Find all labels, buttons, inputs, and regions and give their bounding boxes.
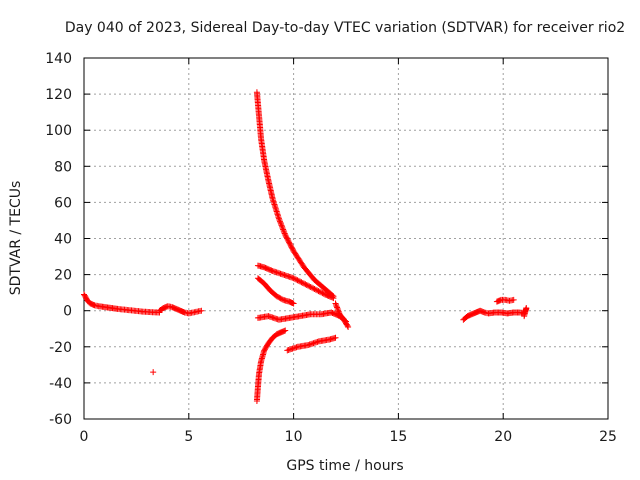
x-tick-label: 25 (599, 429, 617, 445)
data-point (333, 303, 340, 310)
data-point (198, 307, 205, 314)
data-point (318, 289, 325, 296)
y-tick-label: 20 (54, 268, 72, 284)
y-tick-label: 140 (45, 51, 72, 67)
y-tick-label: 120 (45, 87, 72, 103)
y-tick-label: -20 (49, 340, 72, 356)
data-point (276, 294, 283, 301)
data-point (510, 296, 517, 303)
data-point (310, 285, 317, 292)
data-point (279, 225, 286, 232)
data-point (282, 327, 289, 334)
data-point (332, 300, 339, 307)
data-point (275, 215, 282, 222)
data-point (302, 281, 309, 288)
y-tick-label: -40 (49, 376, 72, 392)
data-point (295, 277, 302, 284)
x-tick-label: 20 (494, 429, 512, 445)
data-point (335, 307, 342, 314)
y-tick-label: 40 (54, 232, 72, 248)
data-point (316, 288, 323, 295)
data-point (290, 275, 297, 282)
data-point (150, 369, 157, 376)
data-point (290, 300, 297, 307)
y-tick-label: 60 (54, 195, 72, 211)
data-point (344, 322, 351, 329)
data-point (319, 290, 326, 297)
y-tick-label: -60 (49, 412, 72, 428)
data-point (275, 293, 282, 300)
y-axis-label: SDTVAR / TECUs (8, 181, 24, 296)
data-point (333, 301, 340, 308)
data-point (281, 230, 288, 237)
data-point (335, 308, 342, 315)
data-point (299, 279, 306, 286)
data-point (329, 294, 336, 301)
ticks: 0 5 10 15 20 25 -60 -40 -20 0 20 40 60 80 100 120 140 (45, 51, 617, 445)
data-point (314, 287, 321, 294)
data-point (281, 229, 288, 236)
data-point (276, 218, 283, 225)
data-point (276, 216, 283, 223)
data-point (315, 288, 322, 295)
data-point (273, 293, 280, 300)
data-point (306, 283, 313, 290)
data-point (268, 267, 275, 274)
data-point (278, 222, 285, 229)
data-point (307, 284, 314, 291)
data-point (277, 295, 284, 302)
y-tick-label: 0 (63, 304, 72, 320)
data-point (280, 226, 287, 233)
chart-title: Day 040 of 2023, Sidereal Day-to-day VTE… (65, 20, 625, 36)
data-point (297, 278, 304, 285)
data-point (305, 282, 312, 289)
data-point (301, 280, 308, 287)
data-point (291, 275, 298, 282)
data-point (293, 276, 300, 283)
data-points (81, 89, 530, 404)
data-point (303, 281, 310, 288)
data-point (334, 304, 341, 311)
grid (84, 58, 608, 419)
data-point (278, 221, 285, 228)
data-point (308, 284, 315, 291)
y-tick-label: 80 (54, 159, 72, 175)
data-point (312, 286, 319, 293)
x-axis-label: GPS time / hours (286, 458, 403, 474)
x-tick-label: 15 (389, 429, 407, 445)
data-point (320, 290, 327, 297)
x-tick-label: 0 (80, 429, 89, 445)
y-tick-label: 100 (45, 123, 72, 139)
x-tick-label: 5 (184, 429, 193, 445)
data-point (311, 286, 318, 293)
data-point (279, 223, 286, 230)
plot-area (83, 57, 609, 420)
data-point (278, 296, 285, 303)
data-point (523, 304, 530, 311)
data-point (330, 295, 337, 302)
data-point (345, 323, 352, 330)
data-point (332, 334, 339, 341)
data-point (298, 279, 305, 286)
data-point (294, 277, 301, 284)
data-point (277, 219, 284, 226)
data-point (280, 227, 287, 234)
x-tick-label: 10 (285, 429, 303, 445)
data-point (334, 305, 341, 312)
